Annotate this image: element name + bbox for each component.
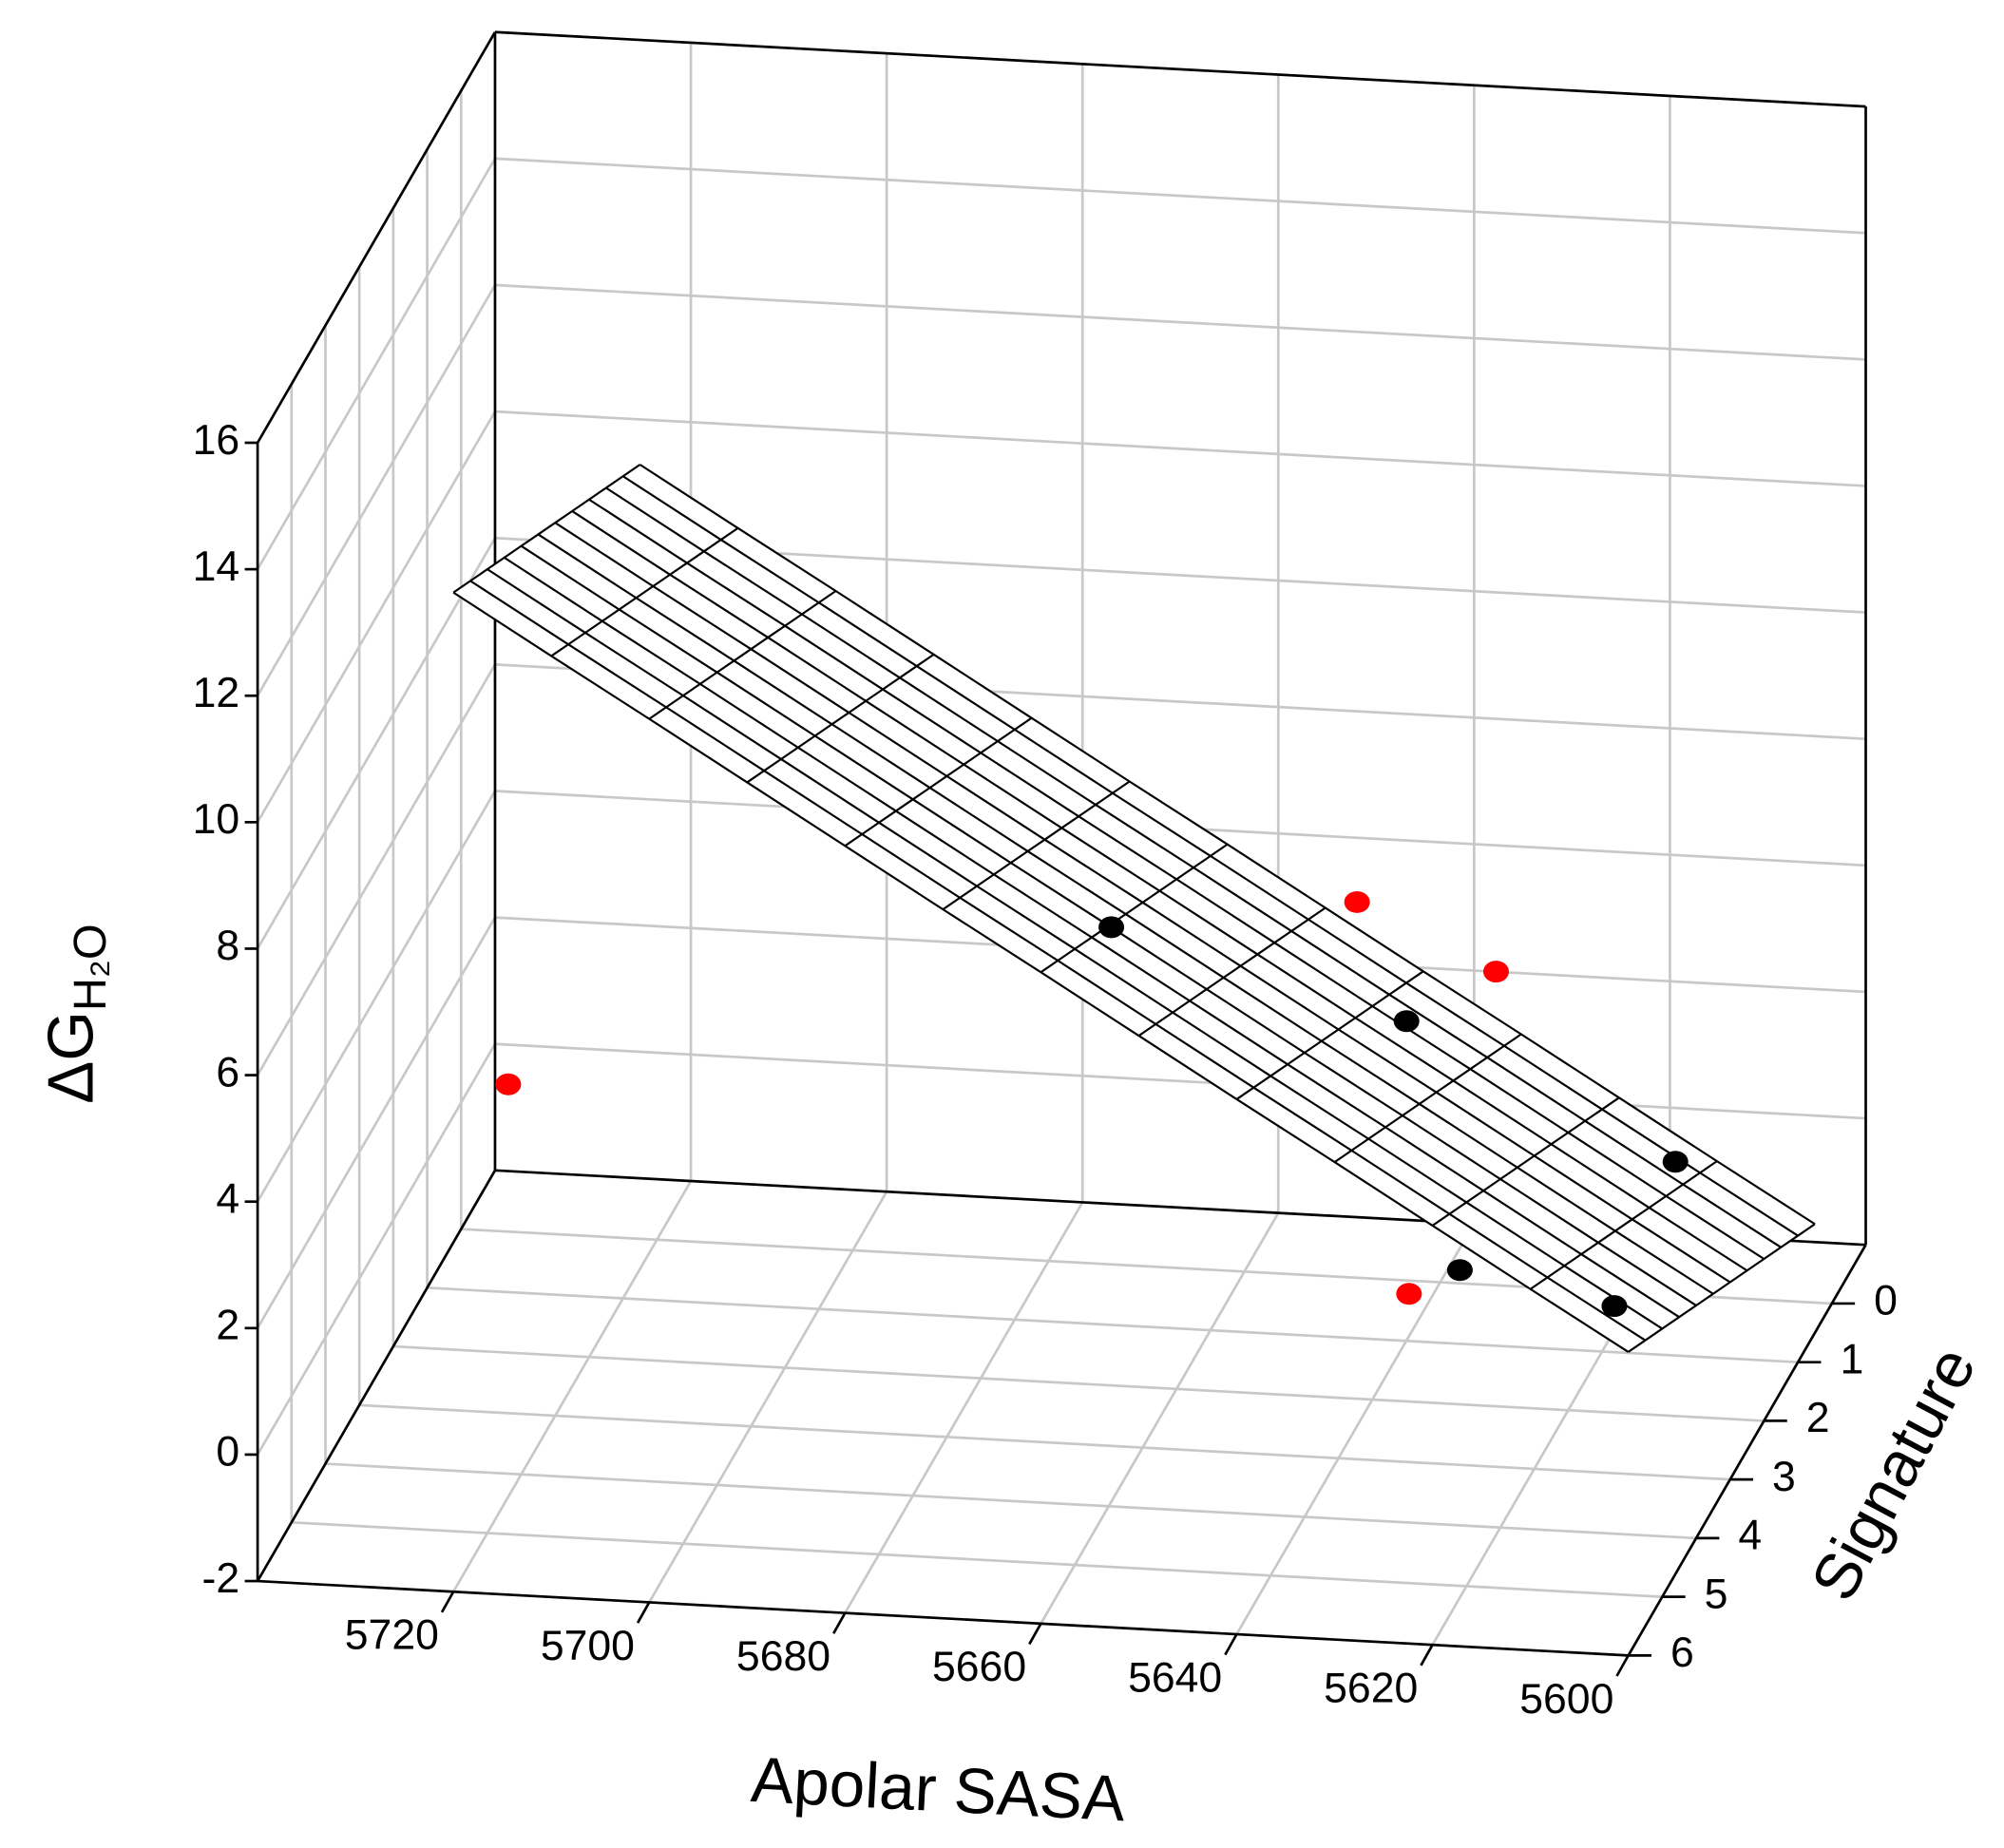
y-tick-label: 0 [1874, 1278, 1898, 1324]
x-tick [440, 1591, 455, 1613]
grid-line [494, 283, 1866, 361]
z-axis-title: ΔGH₂O [35, 924, 116, 1103]
point [1393, 1010, 1420, 1033]
axis-edge [494, 30, 1866, 108]
axis-edge [1627, 1244, 1867, 1657]
x-tick [636, 1601, 651, 1624]
z-tick-label: 0 [216, 1429, 239, 1476]
y-tick-label: 5 [1705, 1571, 1728, 1617]
mesh-line [648, 590, 837, 720]
point [1482, 961, 1509, 983]
grid-line [844, 1201, 1084, 1614]
grid-line [452, 1180, 693, 1592]
z-axis-title-subscript: H₂O [65, 924, 116, 1011]
grid-line [256, 1043, 497, 1456]
x-tick [1420, 1644, 1434, 1667]
grid-line [325, 1462, 1697, 1540]
axis-edge [258, 1579, 1629, 1657]
x-tick [1224, 1633, 1238, 1656]
points [495, 890, 1689, 1318]
axis-edge [256, 31, 497, 444]
mesh-line [1333, 1033, 1522, 1163]
mesh-line [1529, 1160, 1718, 1290]
z-tick-label: 14 [193, 543, 240, 590]
x-tick-label: 5640 [1128, 1654, 1222, 1701]
z-tick-label: 8 [216, 923, 239, 969]
y-tick-label: 4 [1738, 1513, 1762, 1559]
surface [452, 464, 1816, 1353]
grid-line [1235, 1223, 1476, 1635]
mesh-line [1628, 1223, 1816, 1353]
y-tick-label: 1 [1840, 1336, 1863, 1382]
point [1662, 1151, 1689, 1173]
point [495, 1073, 522, 1095]
grid-line [256, 790, 497, 1203]
x-tick [1028, 1623, 1042, 1646]
grid-line [1040, 1211, 1280, 1625]
mesh-line [942, 780, 1131, 910]
x-axis-title: Apolar SASA [749, 1744, 1126, 1836]
grid-line [359, 1403, 1730, 1481]
grid-line [494, 157, 1866, 235]
grid-line [494, 410, 1866, 487]
mesh-line [746, 653, 935, 784]
grid-line [256, 410, 497, 824]
z-tick-label: 2 [216, 1303, 239, 1349]
grid-line [648, 1191, 888, 1604]
grid-line [494, 1042, 1866, 1120]
grid-line [392, 1344, 1765, 1422]
point [1601, 1295, 1628, 1318]
point [1446, 1259, 1473, 1282]
mesh-line [1235, 970, 1424, 1100]
x-tick-label: 5700 [541, 1623, 635, 1669]
mesh-line [1137, 906, 1326, 1037]
point [1396, 1283, 1422, 1305]
grid-line [291, 1520, 1663, 1598]
grid [256, 42, 1866, 1646]
z-tick-label: 12 [193, 670, 240, 716]
x-tick-label: 5620 [1324, 1666, 1418, 1712]
grid-line [256, 537, 497, 950]
y-tick-label: 3 [1772, 1454, 1796, 1500]
grid-line [256, 284, 497, 696]
x-tick [831, 1611, 847, 1634]
z-tick-label: 4 [216, 1175, 239, 1222]
mesh-line [1040, 843, 1229, 974]
mesh-line [1431, 1096, 1620, 1227]
grid-line [427, 1286, 1799, 1364]
x-tick [1615, 1654, 1630, 1677]
z-tick-label: -2 [202, 1555, 240, 1602]
x-tick-label: 5660 [932, 1644, 1026, 1690]
grid-line [256, 916, 497, 1329]
y-axis-title: Signature [1798, 1336, 1990, 1611]
x-tick-label: 5720 [345, 1612, 439, 1659]
mesh-line [550, 526, 739, 657]
y-tick-label: 6 [1670, 1629, 1694, 1676]
z-axis-title-main: ΔG [35, 1011, 106, 1104]
z-tick-label: 6 [216, 1049, 239, 1095]
point [1344, 890, 1370, 913]
axis-edge [256, 1170, 497, 1582]
x-tick-label: 5600 [1519, 1676, 1613, 1723]
mesh-line [844, 716, 1033, 848]
grid-line [256, 663, 497, 1076]
point [1098, 916, 1125, 939]
z-tick-label: 16 [193, 417, 240, 464]
z-tick-label: 10 [193, 796, 240, 843]
y-tick-label: 2 [1806, 1395, 1830, 1441]
grid-line [256, 158, 497, 570]
x-tick-label: 5680 [736, 1633, 830, 1680]
mesh-line [452, 464, 641, 594]
